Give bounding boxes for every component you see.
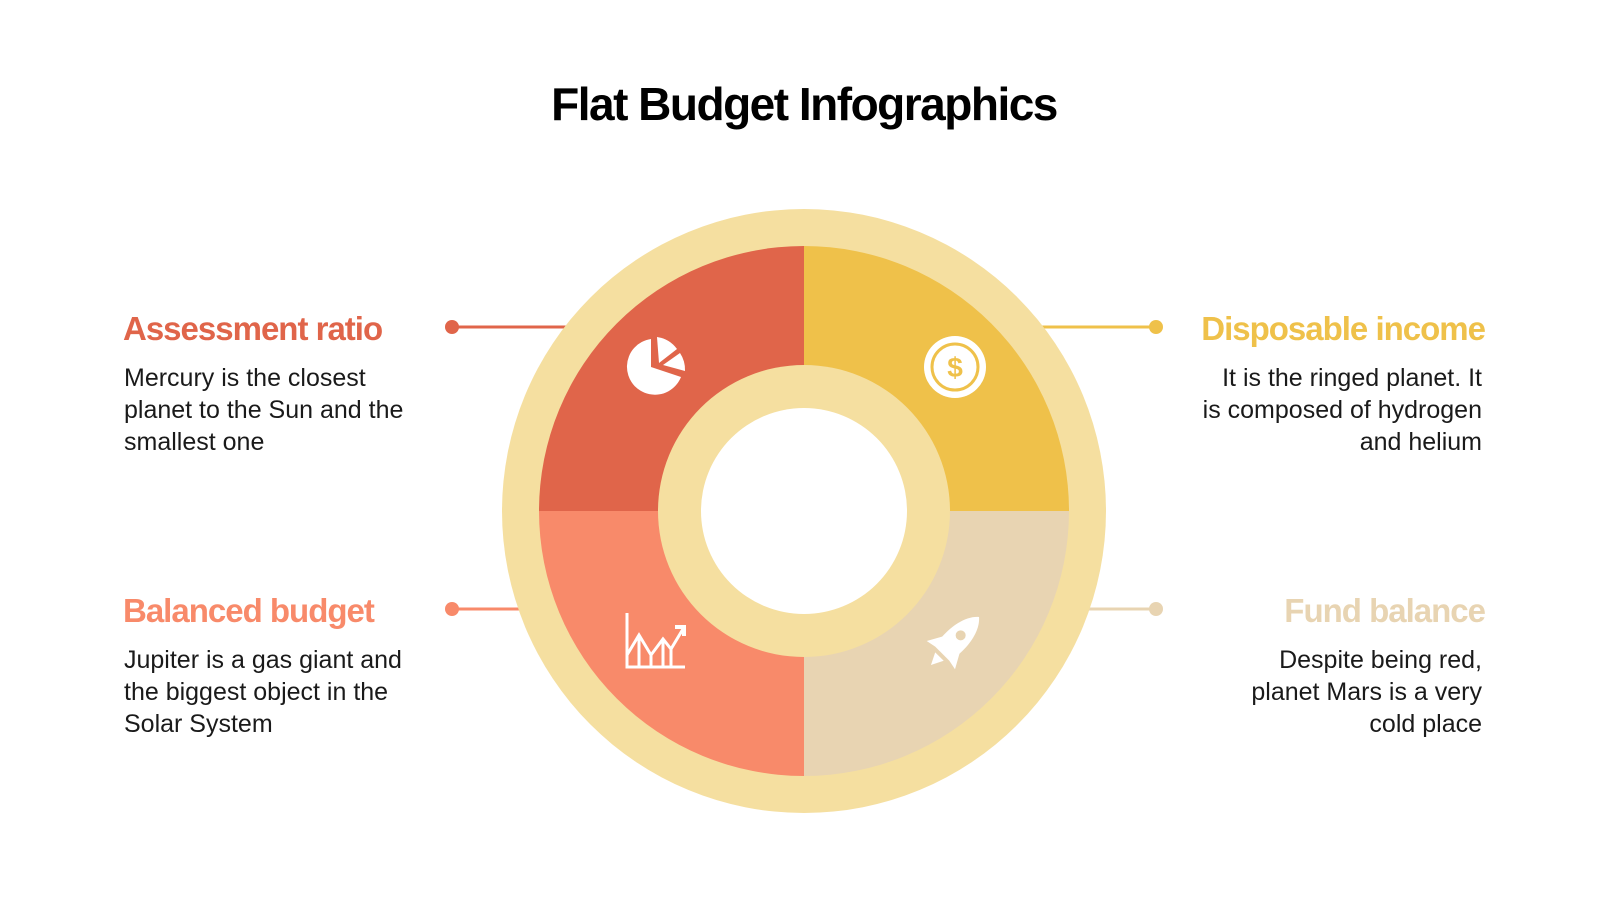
item-text: planet to the Sun and the [124,396,403,424]
item-text: Despite being red, [1279,646,1482,674]
pie-icon [626,337,686,395]
connector-dot [1149,602,1163,616]
dollar-icon: $ [924,336,986,398]
item-text: Solar System [124,710,273,738]
item-text: Jupiter is a gas giant and [124,646,402,674]
connector-dot [1149,320,1163,334]
item-text: smallest one [124,428,264,456]
item-heading: Disposable income [1201,310,1485,347]
chart-icon [625,613,686,669]
item-heading: Balanced budget [123,592,375,629]
item-text: the biggest object in the [124,678,388,706]
item-text: cold place [1369,710,1482,738]
svg-text:$: $ [947,352,963,383]
item-text: planet Mars is a very [1251,678,1482,706]
item-heading: Assessment ratio [123,310,382,347]
item-text: Mercury is the closest [124,364,366,392]
center-hole [701,408,907,614]
item-text: It is the ringed planet. It [1222,364,1482,392]
connector-dot [445,602,459,616]
item-text: is composed of hydrogen [1203,396,1482,424]
title: Flat Budget Infographics [551,78,1057,130]
item-text: and helium [1360,428,1482,456]
connector-dot [445,320,459,334]
item-heading: Fund balance [1284,592,1485,629]
